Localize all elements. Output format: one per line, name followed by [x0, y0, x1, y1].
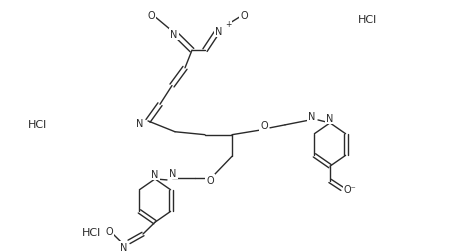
Text: +: +	[224, 20, 231, 29]
Text: O: O	[105, 226, 112, 236]
Text: N: N	[308, 112, 315, 121]
Text: O: O	[240, 11, 247, 21]
Text: N: N	[170, 30, 177, 40]
Text: N: N	[326, 114, 333, 123]
Text: O⁻: O⁻	[343, 184, 356, 194]
Text: N: N	[151, 169, 158, 179]
Text: N: N	[120, 242, 127, 252]
Text: HCl: HCl	[82, 227, 101, 237]
Text: N: N	[215, 27, 222, 37]
Text: O: O	[206, 175, 213, 185]
Text: N: N	[136, 118, 143, 128]
Text: O: O	[260, 120, 267, 130]
Text: HCl: HCl	[357, 15, 376, 24]
Text: O: O	[147, 11, 155, 21]
Text: N: N	[169, 168, 176, 178]
Text: HCl: HCl	[28, 119, 47, 129]
